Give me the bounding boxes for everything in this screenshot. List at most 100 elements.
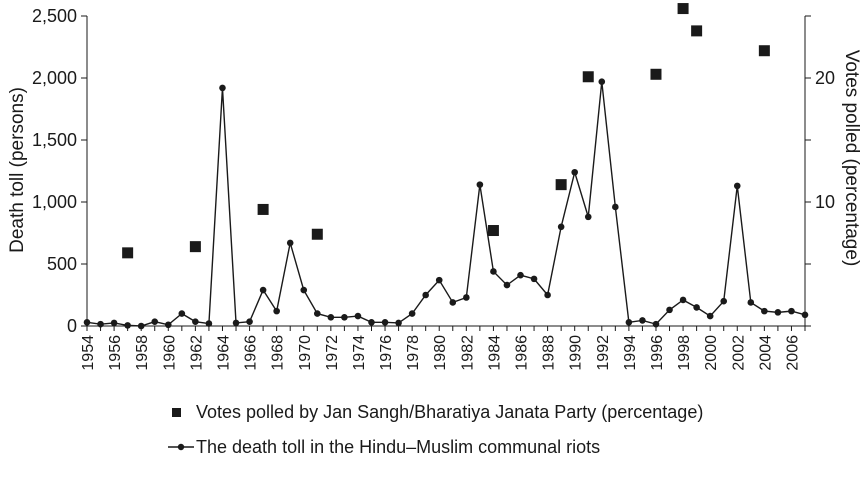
x-tick-label: 1994 <box>622 335 639 371</box>
x-tick-label: 1964 <box>215 335 232 371</box>
votes-point <box>122 247 134 259</box>
votes-series <box>122 3 770 259</box>
death-toll-point <box>110 319 118 327</box>
left-tick-label: 2,000 <box>32 68 77 88</box>
death-toll-point <box>761 307 768 315</box>
x-tick-label: 1966 <box>243 335 260 371</box>
x-tick-label: 1962 <box>188 335 205 371</box>
x-tick-label: 1982 <box>459 335 476 371</box>
death-toll-point <box>733 182 741 190</box>
death-toll-point <box>788 307 795 315</box>
death-toll-point <box>598 78 606 86</box>
left-tick-label: 1,500 <box>32 130 77 150</box>
death-toll-point <box>774 309 782 316</box>
legend: Votes polled by Jan Sangh/Bharatiya Jana… <box>168 402 703 457</box>
x-tick-label: 2004 <box>757 335 774 371</box>
x-tick-label: 1984 <box>486 335 503 371</box>
left-tick-label: 500 <box>47 254 77 274</box>
death-toll-point <box>612 203 619 211</box>
death-toll-point <box>408 310 416 317</box>
legend-circle-marker <box>177 443 185 451</box>
death-toll-point <box>124 322 131 329</box>
x-tick-label: 1954 <box>80 335 97 371</box>
death-toll-point <box>259 286 267 294</box>
legend-item-death-toll: The death toll in the Hindu–Muslim commu… <box>196 437 600 457</box>
death-toll-point <box>584 213 592 221</box>
death-toll-point <box>314 310 321 317</box>
left-tick-label: 2,500 <box>32 6 77 26</box>
votes-point <box>487 225 499 237</box>
death-toll-point <box>192 318 199 325</box>
death-toll-point <box>300 286 308 294</box>
death-toll-point <box>530 275 538 283</box>
death-toll-point <box>137 322 145 330</box>
x-tick-label: 2000 <box>703 335 720 371</box>
death-toll-point <box>219 84 226 92</box>
votes-point <box>189 241 201 253</box>
x-tick-label: 2006 <box>784 335 801 371</box>
death-toll-point <box>205 320 213 327</box>
x-tick-label: 1970 <box>297 335 314 371</box>
legend-item-votes: Votes polled by Jan Sangh/Bharatiya Jana… <box>196 402 703 422</box>
x-tick-label: 1976 <box>378 335 395 371</box>
death-toll-point <box>286 239 294 247</box>
death-toll-point <box>449 299 457 306</box>
left-axis: 0 500 1,000 1,500 2,000 2,500 <box>32 6 87 336</box>
votes-point <box>555 179 567 191</box>
x-tick-label: 1978 <box>405 335 422 371</box>
death-toll-point <box>544 291 551 299</box>
votes-point <box>758 45 770 57</box>
x-tick-label: 1960 <box>161 335 178 371</box>
death-toll-point <box>571 168 578 176</box>
death-toll-point <box>706 312 714 320</box>
death-toll-series <box>83 78 809 330</box>
right-axis-label: Votes polled (percentage) <box>841 50 862 267</box>
death-toll-point <box>354 312 362 320</box>
death-toll-point <box>476 181 484 188</box>
votes-point <box>691 25 703 37</box>
left-tick-label: 0 <box>67 316 77 336</box>
x-tick-label: 1992 <box>595 335 612 371</box>
death-toll-point <box>422 291 429 299</box>
x-tick-label: 1998 <box>676 335 693 371</box>
death-toll-point <box>557 223 565 231</box>
right-tick-label: 20 <box>815 68 835 88</box>
death-toll-point <box>463 294 470 301</box>
death-toll-point <box>83 318 91 326</box>
death-toll-point <box>517 271 524 279</box>
plot-frame <box>86 16 806 327</box>
death-toll-point <box>625 318 633 326</box>
death-toll-point <box>395 319 402 327</box>
death-toll-point <box>639 317 646 324</box>
death-toll-point <box>341 314 348 321</box>
death-toll-point <box>801 311 809 319</box>
death-toll-point <box>151 318 159 325</box>
legend-square-marker <box>172 408 181 417</box>
death-toll-point <box>327 314 335 321</box>
death-toll-point <box>232 319 240 327</box>
death-toll-point <box>435 276 443 284</box>
x-tick-label: 1956 <box>107 335 124 371</box>
x-tick-label: 1974 <box>351 335 368 371</box>
death-toll-point <box>490 268 497 275</box>
x-tick-label: 2002 <box>730 335 747 371</box>
death-toll-point <box>666 306 673 314</box>
x-tick-label: 1958 <box>134 335 151 371</box>
votes-point <box>257 203 269 215</box>
death-toll-point <box>164 321 172 329</box>
right-tick-label: 10 <box>815 192 835 212</box>
x-tick-label: 1986 <box>514 335 531 371</box>
x-tick-label: 1968 <box>270 335 287 371</box>
death-toll-point <box>381 318 389 326</box>
death-toll-point <box>503 281 511 289</box>
death-toll-point <box>273 307 280 315</box>
votes-point <box>582 71 594 83</box>
left-axis-label: Death toll (persons) <box>7 87 28 253</box>
x-axis: 1954 1956 1958 1960 1962 1964 1966 1968 1970 1972… <box>80 326 806 371</box>
right-axis: 10 20 <box>805 15 835 327</box>
left-tick-label: 1,000 <box>32 192 77 212</box>
x-tick-label: 1988 <box>541 335 558 371</box>
death-toll-point <box>747 299 755 306</box>
